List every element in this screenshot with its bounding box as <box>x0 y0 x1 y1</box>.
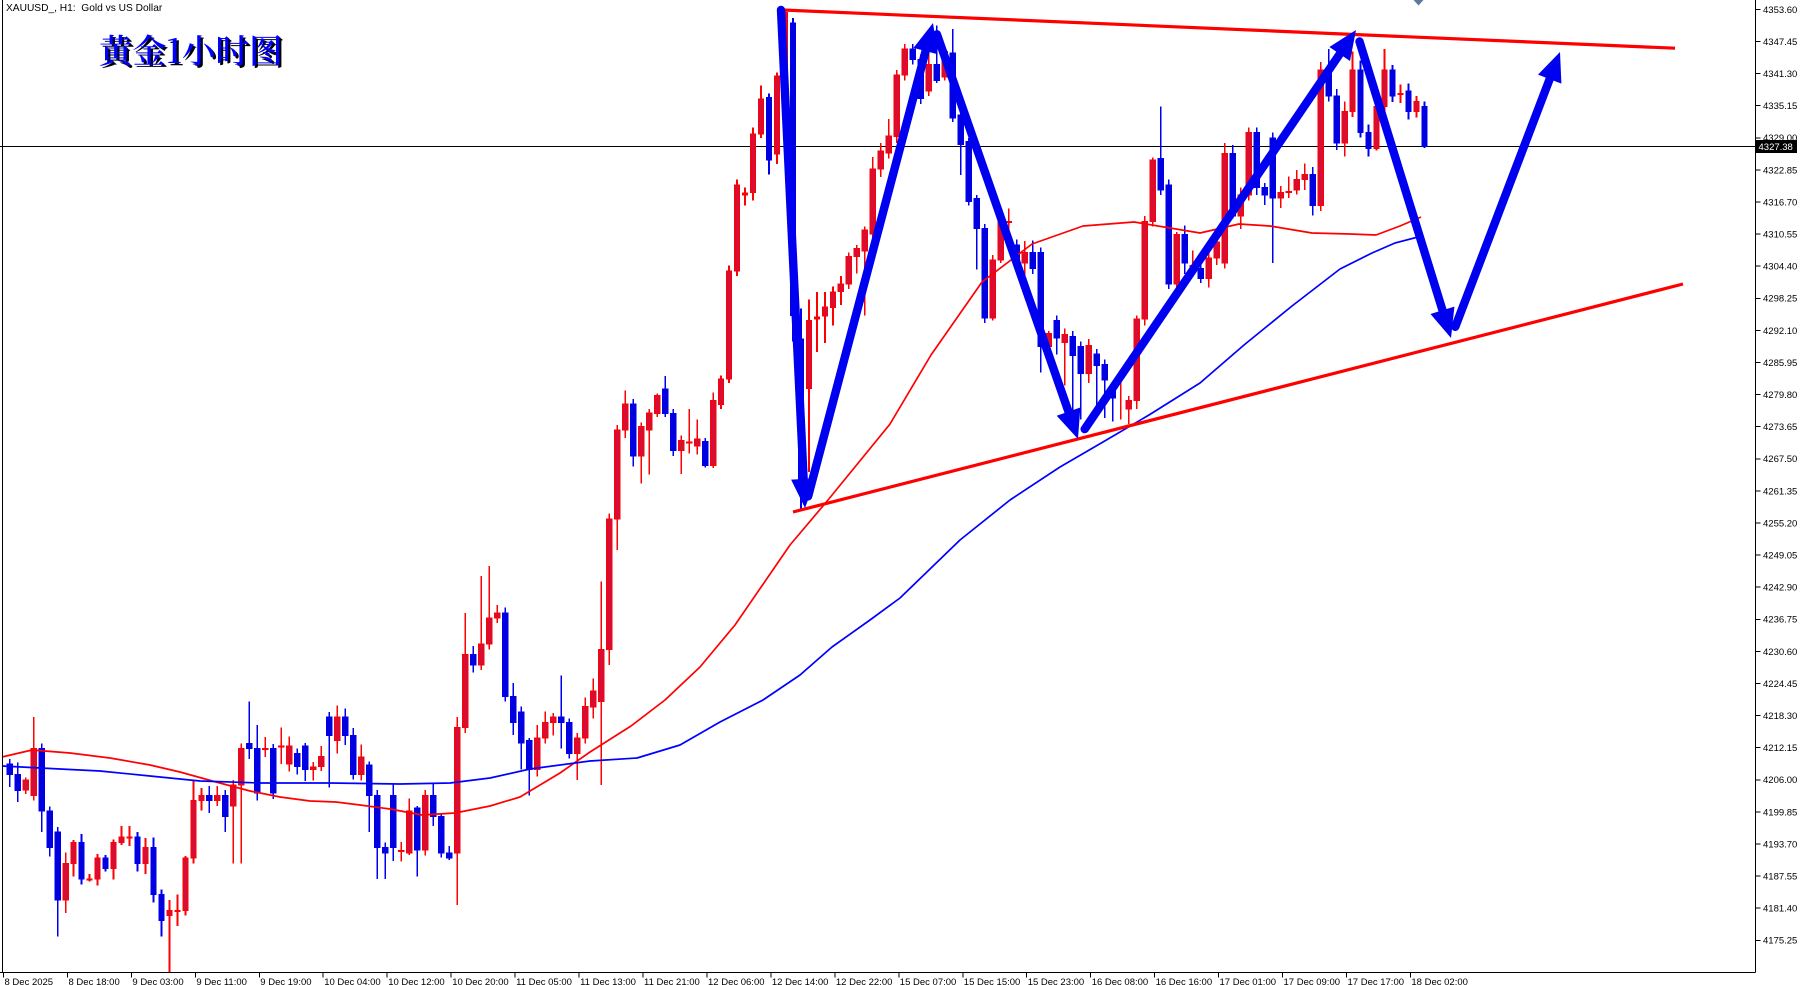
svg-text:4341.30: 4341.30 <box>1763 69 1797 80</box>
svg-text:4335.15: 4335.15 <box>1763 101 1797 112</box>
svg-text:4218.30: 4218.30 <box>1763 711 1797 722</box>
svg-text:4285.95: 4285.95 <box>1763 358 1797 369</box>
svg-text:XAUUSD_, H1: Gold vs US Dolla: XAUUSD_, H1: Gold vs US Dollar <box>6 3 163 14</box>
svg-text:4329.00: 4329.00 <box>1763 133 1797 144</box>
svg-text:15 Dec 07:00: 15 Dec 07:00 <box>900 977 957 985</box>
svg-text:11 Dec 13:00: 11 Dec 13:00 <box>580 977 636 985</box>
svg-text:18 Dec 02:00: 18 Dec 02:00 <box>1411 977 1468 985</box>
svg-text:4273.65: 4273.65 <box>1763 422 1797 433</box>
svg-text:17 Dec 17:00: 17 Dec 17:00 <box>1348 977 1405 985</box>
svg-text:4181.40: 4181.40 <box>1763 904 1797 915</box>
svg-text:4322.85: 4322.85 <box>1763 165 1797 176</box>
svg-text:10 Dec 12:00: 10 Dec 12:00 <box>388 977 445 985</box>
svg-text:10 Dec 20:00: 10 Dec 20:00 <box>452 977 509 985</box>
svg-text:4193.70: 4193.70 <box>1763 839 1797 850</box>
svg-text:16 Dec 16:00: 16 Dec 16:00 <box>1156 977 1213 985</box>
svg-text:8 Dec 18:00: 8 Dec 18:00 <box>69 977 120 985</box>
svg-text:4236.75: 4236.75 <box>1763 615 1797 626</box>
svg-text:4310.55: 4310.55 <box>1763 230 1797 241</box>
svg-text:15 Dec 15:00: 15 Dec 15:00 <box>964 977 1021 985</box>
svg-text:15 Dec 23:00: 15 Dec 23:00 <box>1028 977 1085 985</box>
svg-text:4187.55: 4187.55 <box>1763 872 1797 883</box>
svg-text:4242.90: 4242.90 <box>1763 583 1797 594</box>
svg-text:4199.85: 4199.85 <box>1763 807 1797 818</box>
svg-text:4230.60: 4230.60 <box>1763 647 1797 658</box>
svg-text:4353.60: 4353.60 <box>1763 5 1797 16</box>
svg-text:8 Dec 2025: 8 Dec 2025 <box>5 977 54 985</box>
svg-text:4261.35: 4261.35 <box>1763 486 1797 497</box>
svg-text:11 Dec 21:00: 11 Dec 21:00 <box>644 977 700 985</box>
svg-text:11 Dec 05:00: 11 Dec 05:00 <box>516 977 572 985</box>
svg-text:4292.10: 4292.10 <box>1763 326 1797 337</box>
svg-text:4249.05: 4249.05 <box>1763 551 1797 562</box>
svg-text:9 Dec 19:00: 9 Dec 19:00 <box>260 977 311 985</box>
svg-text:4206.00: 4206.00 <box>1763 775 1797 786</box>
svg-text:4224.45: 4224.45 <box>1763 679 1797 690</box>
svg-text:10 Dec 04:00: 10 Dec 04:00 <box>324 977 381 985</box>
svg-text:4304.40: 4304.40 <box>1763 262 1797 273</box>
svg-text:4279.80: 4279.80 <box>1763 390 1797 401</box>
svg-text:4212.15: 4212.15 <box>1763 743 1797 754</box>
svg-text:17 Dec 09:00: 17 Dec 09:00 <box>1284 977 1341 985</box>
svg-text:9 Dec 03:00: 9 Dec 03:00 <box>132 977 183 985</box>
svg-text:4255.20: 4255.20 <box>1763 518 1797 529</box>
svg-text:4316.70: 4316.70 <box>1763 197 1797 208</box>
svg-text:4267.50: 4267.50 <box>1763 454 1797 465</box>
svg-text:9 Dec 11:00: 9 Dec 11:00 <box>196 977 247 985</box>
svg-text:12 Dec 22:00: 12 Dec 22:00 <box>836 977 893 985</box>
svg-text:4327.38: 4327.38 <box>1759 142 1793 153</box>
svg-text:17 Dec 01:00: 17 Dec 01:00 <box>1220 977 1277 985</box>
svg-text:4347.45: 4347.45 <box>1763 37 1797 48</box>
svg-text:12 Dec 14:00: 12 Dec 14:00 <box>772 977 829 985</box>
svg-text:4175.25: 4175.25 <box>1763 936 1797 947</box>
svg-text:12 Dec 06:00: 12 Dec 06:00 <box>708 977 765 985</box>
svg-text:4298.25: 4298.25 <box>1763 294 1797 305</box>
svg-text:16 Dec 08:00: 16 Dec 08:00 <box>1092 977 1149 985</box>
